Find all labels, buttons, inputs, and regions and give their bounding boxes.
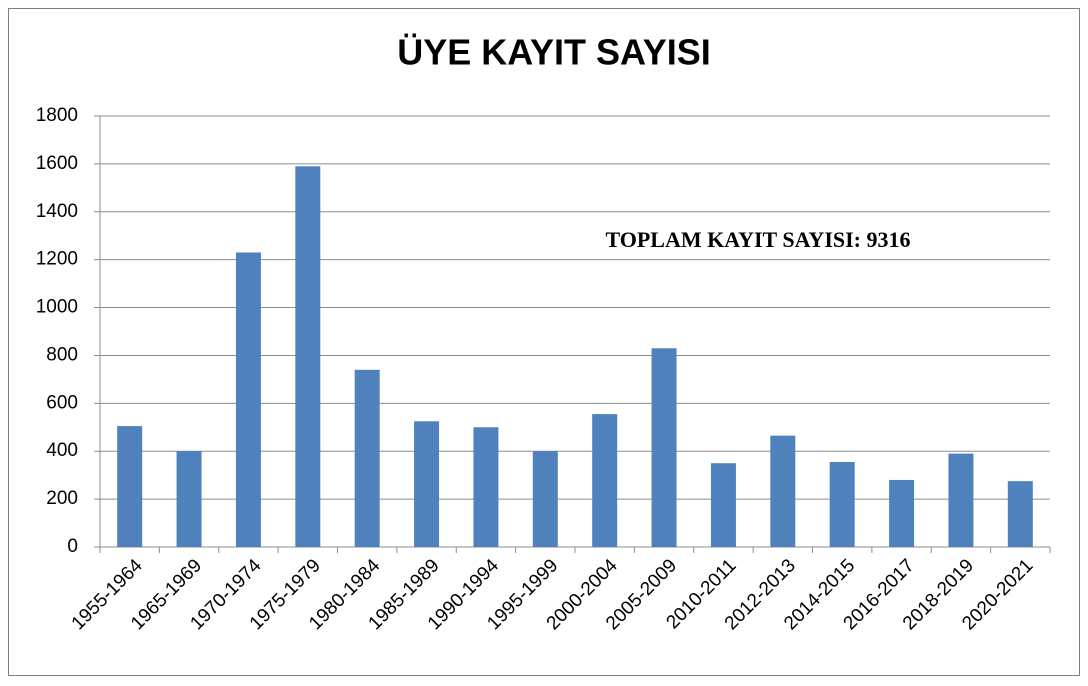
y-tick-label: 800 — [46, 344, 78, 365]
y-tick-label: 1000 — [36, 297, 78, 318]
annotation: TOPLAM KAYIT SAYISI: 9316 — [605, 227, 910, 252]
y-tick-label: 1400 — [36, 201, 78, 222]
bar — [770, 435, 796, 547]
y-tick-label: 400 — [46, 440, 78, 461]
bar — [473, 427, 499, 547]
bar — [176, 451, 202, 547]
y-tick-label: 600 — [46, 392, 78, 413]
bar — [710, 463, 736, 547]
bar — [414, 421, 440, 547]
chart-title: ÜYE KAYIT SAYISI — [397, 32, 710, 73]
bar — [1007, 481, 1033, 547]
bar — [235, 252, 261, 547]
chart-border — [8, 8, 1080, 676]
y-tick-label: 1800 — [36, 105, 78, 126]
bar — [829, 461, 855, 547]
bar — [354, 369, 380, 547]
bar — [117, 426, 143, 547]
bar — [295, 166, 321, 548]
y-tick-label: 0 — [67, 536, 78, 557]
bar — [889, 479, 915, 547]
bar — [532, 451, 558, 547]
y-tick-label: 1600 — [36, 153, 78, 174]
y-tick-label: 1200 — [36, 249, 78, 270]
bar — [592, 414, 618, 547]
bar — [651, 348, 677, 547]
y-tick-label: 200 — [46, 488, 78, 509]
bar — [948, 453, 974, 547]
